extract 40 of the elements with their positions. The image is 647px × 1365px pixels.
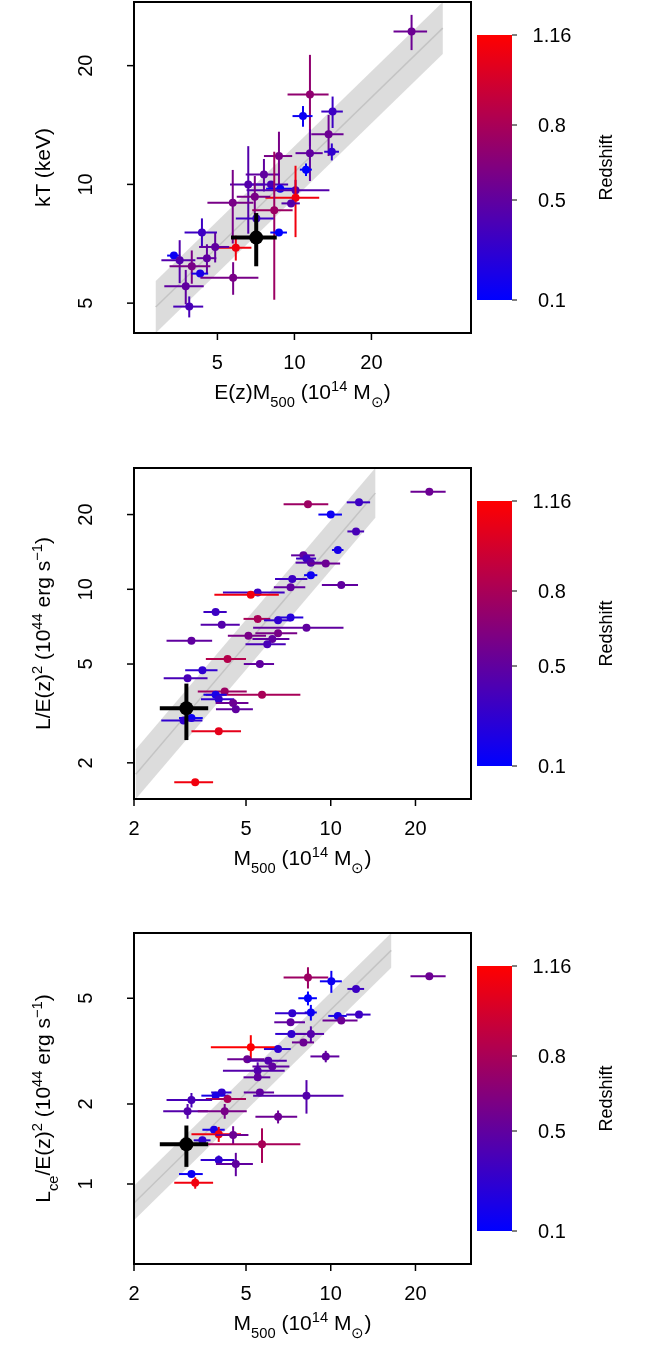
x-tick-label: 5 — [211, 351, 223, 373]
color-bar-label: 0.8 — [538, 1045, 566, 1067]
y-tick-label: 20 — [74, 54, 96, 77]
color-bar-label: 1.16 — [532, 490, 572, 512]
x-tick-label: 10 — [319, 1282, 342, 1304]
y-tick-label: 2 — [74, 1098, 96, 1110]
color-bar-label: 1.16 — [532, 24, 572, 46]
x-tick-label: 10 — [319, 817, 342, 839]
x-axis-title: M$_{500}$ (10$^{14}$ M$_{⊙}$) — [233, 1309, 372, 1341]
color-bar-label: 0.8 — [538, 114, 566, 136]
x-axis-title: E(z)M$_{500}$ (10$^{14}$ M$_{⊙}$) — [214, 378, 391, 410]
color-bar-title: Redshift — [596, 600, 616, 667]
color-bar-label: 0.1 — [538, 1220, 566, 1242]
color-bar-title: Redshift — [596, 134, 616, 201]
color-bar-label: 0.1 — [538, 755, 566, 777]
x-tick-label: 20 — [360, 351, 383, 373]
y-tick-label: 20 — [74, 503, 96, 526]
y-tick-label: 5 — [74, 658, 96, 670]
y-axis-title: kT (keV) — [31, 128, 54, 207]
x-axis-title: M$_{500}$ (10$^{14}$ M$_{⊙}$) — [233, 844, 372, 876]
y-tick-label: 2 — [74, 757, 96, 769]
color-bar-label: 0.5 — [538, 655, 566, 677]
y-tick-label: 10 — [74, 578, 96, 601]
color-bar-label: 1.16 — [532, 955, 572, 977]
color-bar-label: 0.5 — [538, 189, 566, 211]
y-tick-label: 5 — [74, 297, 96, 309]
color-bar-title: Redshift — [596, 1065, 616, 1132]
color-bar-label: 0.5 — [538, 1120, 566, 1142]
x-tick-label: 5 — [240, 1282, 252, 1304]
y-tick-label: 5 — [74, 992, 96, 1004]
x-tick-label: 10 — [283, 351, 306, 373]
y-tick-label: 10 — [74, 173, 96, 196]
x-tick-label: 2 — [128, 817, 140, 839]
x-tick-label: 5 — [240, 817, 252, 839]
y-tick-label: 1 — [74, 1178, 96, 1190]
color-bar-label: 0.8 — [538, 580, 566, 602]
x-tick-label: 20 — [404, 817, 427, 839]
x-tick-label: 20 — [404, 1282, 427, 1304]
x-tick-label: 2 — [128, 1282, 140, 1304]
color-bar-label: 0.1 — [538, 289, 566, 311]
